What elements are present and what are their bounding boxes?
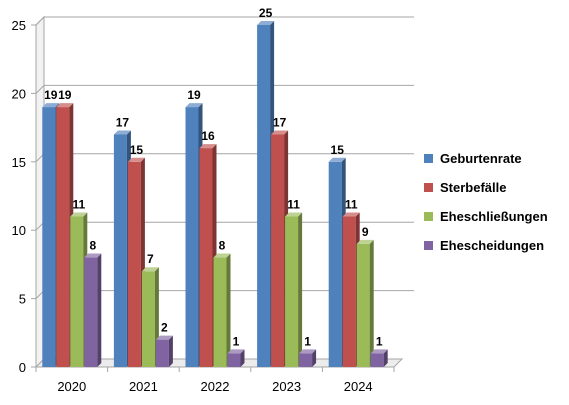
data-label: 8 (219, 239, 226, 253)
gridline (35, 16, 414, 26)
x-tick-label: 2024 (344, 379, 373, 394)
legend-item: Eheschließungen (424, 209, 548, 224)
x-tick-label: 2022 (201, 379, 230, 394)
legend-label: Sterbefälle (440, 180, 506, 195)
y-tick-label: 25 (12, 18, 26, 33)
gridline (35, 153, 414, 163)
bar (299, 349, 317, 367)
y-tick-label: 15 (12, 155, 26, 170)
bar (285, 212, 303, 367)
data-label: 7 (147, 252, 154, 266)
data-label: 17 (273, 115, 287, 129)
data-label: 19 (187, 88, 201, 102)
data-label: 11 (72, 198, 85, 212)
legend-swatch (424, 154, 433, 163)
data-label: 19 (58, 88, 72, 102)
legend-swatch (424, 241, 433, 250)
legend-swatch (424, 183, 433, 192)
data-label: 25 (259, 6, 273, 20)
data-label: 15 (130, 143, 144, 157)
data-label: 2 (161, 321, 168, 335)
data-label: 11 (345, 198, 358, 212)
x-tick-label: 2021 (129, 379, 158, 394)
data-label: 1 (376, 334, 383, 348)
data-label: 11 (287, 198, 300, 212)
legend-item: Geburtenrate (424, 151, 522, 166)
data-label: 15 (331, 143, 345, 157)
chart-axes: 0 5 10 15 20 25 2020 2021 2022 2023 2024 (12, 15, 414, 394)
bar (227, 349, 245, 367)
data-label: 1 (304, 334, 311, 348)
bar (370, 349, 388, 367)
legend-swatch (424, 212, 433, 221)
gridline (35, 84, 414, 94)
legend: Geburtenrate Sterbefälle Eheschließungen Eh… (424, 151, 548, 253)
data-label: 1 (233, 334, 240, 348)
y-tick-label: 0 (19, 360, 26, 375)
legend-label: Geburtenrate (440, 151, 522, 166)
data-label: 8 (89, 239, 96, 253)
y-tick-label: 5 (19, 292, 26, 307)
legend-label: Eheschließungen (440, 209, 548, 224)
y-tick-label: 10 (12, 223, 26, 238)
data-label: 16 (201, 129, 215, 143)
chart-bars (42, 21, 388, 367)
bar (213, 253, 231, 367)
data-label: 9 (362, 225, 369, 239)
x-tick-label: 2023 (272, 379, 301, 394)
x-tick-label: 2020 (57, 379, 86, 394)
legend-label: Ehescheidungen (440, 238, 544, 253)
legend-item: Ehescheidungen (424, 238, 544, 253)
bar (356, 239, 374, 367)
y-tick-label: 20 (12, 86, 26, 101)
bar (155, 335, 173, 367)
data-label: 17 (116, 115, 130, 129)
legend-item: Sterbefälle (424, 180, 506, 195)
data-label: 19 (44, 88, 58, 102)
bar (84, 253, 102, 367)
